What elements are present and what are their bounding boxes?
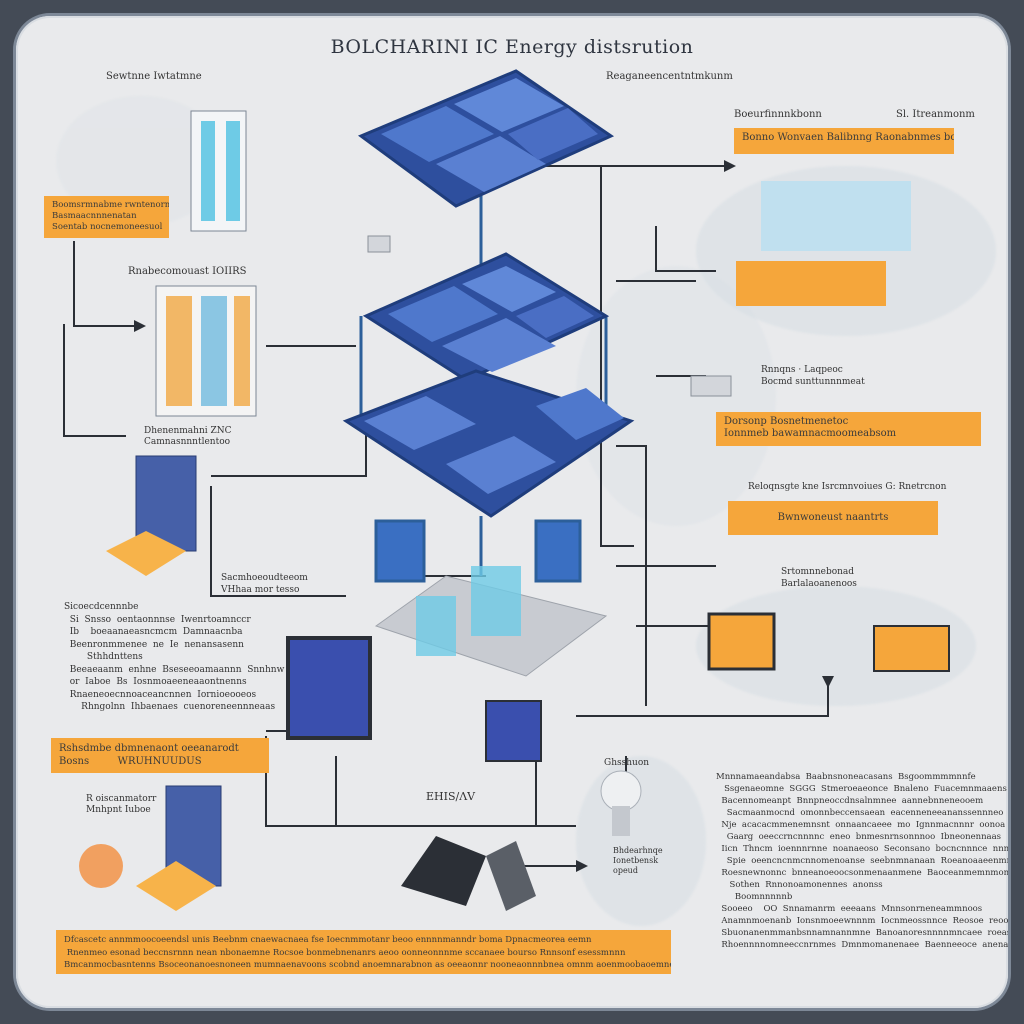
label-top-center: Reaganeencentntmkunm — [606, 71, 733, 82]
label-left-caption: Dhenenmahni ZNC Camnasnnntlentoo — [144, 426, 232, 447]
solar-panel-icon — [342, 369, 635, 518]
label-bulb-text: Bhdearhnqe Ionetbensk opeud — [613, 846, 663, 875]
monitor-icon — [707, 612, 950, 672]
solar-panel-icon — [362, 252, 610, 382]
inverter-icon — [401, 836, 536, 911]
label-bulb: Ghsshuon — [604, 758, 650, 768]
label-bottom-left: R oiscanmatorr Mnhpnt Iuboe — [86, 794, 157, 815]
label-left-mid: Rnabecomouast IOIIRS — [128, 266, 247, 277]
smart-meter-icon — [367, 235, 732, 397]
label-right-header: Boeurfinnnkbonn — [734, 109, 822, 120]
battery-icon — [106, 455, 197, 576]
diagram-board: BOLCHARINI IC Energy distsrution — [16, 16, 1008, 1008]
monitor-icon — [286, 636, 542, 762]
server-rack-icon — [155, 285, 257, 417]
server-rack-icon — [190, 110, 247, 232]
tag-summary: Dfcascetc annmmoocoeendsl unis Beebnm cn… — [56, 930, 671, 974]
connection-lines — [63, 69, 950, 911]
label-right-mid-2: Reloqnsgte kne Isrcmnvoiues G: Rnetrcnon — [748, 482, 947, 492]
label-right-header-2: Sl. Itreanmonm — [896, 109, 975, 120]
label-center-caption: Sacmhoeoudteeom VHhaa mor tesso — [221, 573, 308, 595]
label-bottom-center: EHIS/ΛV — [426, 790, 476, 803]
label-top-left: Sewtnne Iwtatmne — [106, 71, 202, 82]
server-platform-icon — [374, 519, 608, 677]
paragraph-left: Sicoecdcennnbe Si Snsso oentaonnnse Iwen… — [64, 602, 285, 712]
diagram-title: BOLCHARINI IC Energy distsrution — [330, 36, 694, 58]
tag-sources: Boomsrmnabme rwntenorme Basmaacnnnenatan… — [44, 196, 169, 238]
tag-datacenter: Bonno Wonvaen Balibnng Raonabnmes boonen… — [734, 128, 954, 154]
solar-panel-icon — [357, 69, 615, 208]
tag-network: Bwnwoneust naantrts — [728, 501, 938, 535]
cloud-blob — [576, 756, 706, 926]
paragraph-right: Mnnnamaeandabsa Baabnsnoneacasans Bsgoom… — [716, 772, 1008, 950]
label-right-mid: Rnnqns · Laqpeoc Bocmd sunttunnnmeat — [761, 365, 865, 387]
tag-distribution: Dorsonp Bosnetmenetoc Ionnmeb bawamnacmo… — [716, 412, 981, 446]
battery-icon — [79, 785, 222, 911]
cloud-blob — [576, 266, 776, 526]
light-bulb-icon — [600, 770, 642, 836]
tag-storage: Rshsdmbe dbmnenaont oeeanarodt Bosns WRU… — [51, 738, 269, 773]
data-center-icon — [736, 181, 911, 306]
label-right-caption: Srtomnnebonad Barlalaoanenoos — [781, 567, 857, 589]
